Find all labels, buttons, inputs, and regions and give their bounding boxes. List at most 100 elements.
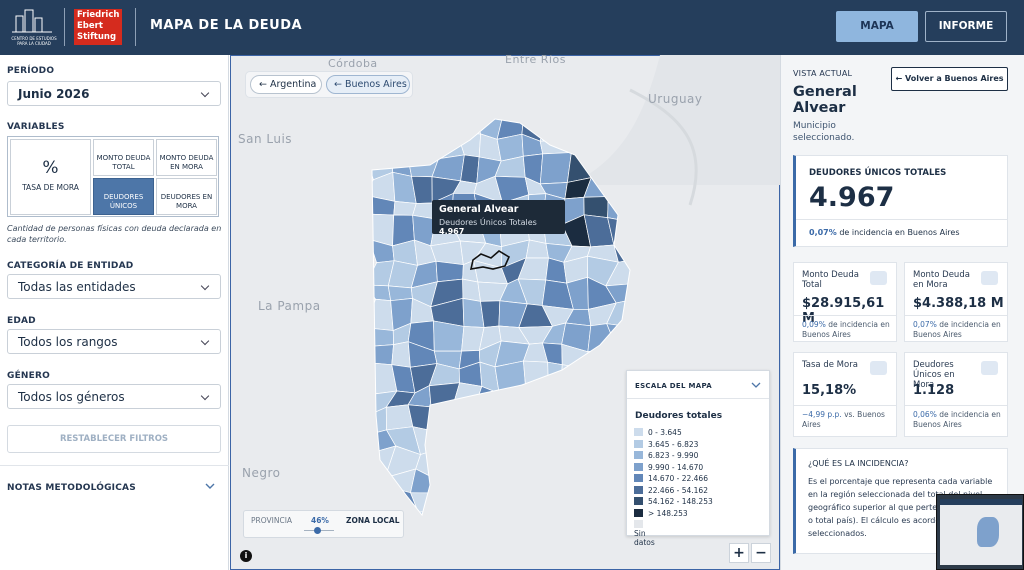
legend-item: 14.670 - 22.466 (634, 474, 708, 483)
slider-thumb[interactable] (314, 527, 321, 534)
metric-value: 1.128 (913, 383, 955, 398)
metric-note-text: de incidencia en Buenos Aires (913, 410, 1001, 429)
breadcrumbs: ← Argentina ← Buenos Aires (245, 71, 413, 98)
filter-select[interactable]: Todos los rangos (7, 329, 221, 354)
tooltip-value: 4.967 (439, 227, 465, 236)
metric-pct: 0,09% (802, 320, 826, 329)
nav-report[interactable]: INFORME (925, 11, 1007, 42)
percent-icon: % (42, 157, 59, 178)
legend-swatch (634, 439, 643, 448)
metric-card: Deudores Únicos en Mora 1.128 0,06% de inc… (904, 352, 1008, 437)
legend-swatch (634, 474, 643, 482)
municipality[interactable] (435, 260, 464, 283)
zoom-out[interactable]: − (751, 543, 771, 563)
municipality[interactable] (393, 200, 417, 216)
metric-icon (981, 361, 998, 375)
legend-item: 0 - 3.645 (634, 428, 682, 437)
filter-select[interactable]: Todos los géneros (7, 384, 221, 409)
breadcrumb-current[interactable]: ← Buenos Aires (326, 75, 410, 94)
variable-option[interactable]: MONTO DEUDA EN MORA (156, 139, 217, 176)
metric-divider (905, 315, 1007, 316)
back-button[interactable]: ← Volver a Buenos Aires (891, 67, 1008, 91)
legend-item: 3.645 - 6.823 (634, 439, 698, 449)
header: CENTRO DE ESTUDIOS PARA LA CIUDAD Friedr… (0, 0, 1024, 55)
filter-label: EDAD (7, 316, 36, 326)
selected-kind: Municipio seleccionado. (793, 121, 855, 143)
legend-item: 9.990 - 14.670 (634, 462, 704, 472)
breadcrumb[interactable]: ← Argentina (250, 75, 322, 94)
legend-toggle[interactable]: ESCALA DEL MAPA (635, 382, 712, 390)
partner-word: Stiftung (77, 32, 117, 42)
legend-label: > 148.253 (648, 508, 688, 518)
filter-select[interactable]: Todas las entidades (7, 274, 221, 299)
legend-item: > 148.253 (634, 508, 688, 518)
main-metric-label: DEUDORES ÚNICOS TOTALES (809, 168, 947, 178)
municipality[interactable] (433, 320, 465, 352)
legend-label: 0 - 3.645 (648, 428, 682, 437)
municipality[interactable] (583, 196, 609, 219)
filter-label: GÉNERO (7, 371, 50, 381)
zoom-level-slider[interactable]: PROVINCIA 46% ZONA LOCAL (243, 510, 404, 538)
zoom-in[interactable]: + (729, 543, 749, 563)
metric-title: Tasa de Mora (802, 360, 858, 370)
logo-text: CENTRO DE ESTUDIOS PARA LA CIUDAD (11, 36, 57, 46)
metric-note-text: vs. Buenos Aires (802, 410, 885, 429)
legend-item: 6.823 - 9.990 (634, 451, 698, 460)
map[interactable]: Córdoba Entre Ríos Uruguay San Luis La P… (230, 55, 780, 570)
municipality[interactable] (391, 341, 411, 368)
main-metric-pct: 0,07% (809, 228, 837, 237)
legend-swatch (634, 462, 643, 471)
map-tooltip: General Alvear Deudores Únicos Totales 4… (432, 200, 565, 236)
variable-option[interactable]: MONTO DEUDA TOTAL (93, 139, 154, 176)
municipality[interactable] (480, 300, 501, 328)
legend-label: 14.670 - 22.466 (648, 474, 708, 483)
breadcrumb-text: Buenos Aires (344, 79, 407, 90)
legend-swatch (634, 485, 643, 494)
selected-municipality[interactable] (469, 250, 511, 270)
metric-note: 0,09% de incidencia en Buenos Aires (802, 320, 894, 340)
legend-label: 6.823 - 9.990 (648, 451, 699, 460)
legend-label: 9.990 - 14.670 (648, 462, 704, 472)
partner-logo: Friedrich Ebert Stiftung (74, 9, 122, 45)
place-label: San Luis (238, 132, 292, 146)
chevron (751, 382, 761, 388)
tooltip-title: General Alvear (439, 204, 519, 215)
partner-word: Friedrich (77, 10, 120, 20)
incidence-title: ¿QUÉ ES LA INCIDENCIA? (808, 459, 909, 468)
metric-title: Deudores Únicos en Mora (913, 360, 955, 391)
slider-left-label: PROVINCIA (251, 516, 293, 525)
filter-label: CATEGORÍA DE ENTIDAD (7, 261, 134, 271)
thumbnail-overlay (936, 494, 1024, 570)
main-metric-note: de incidencia en Buenos Aires (839, 228, 960, 237)
legend-item: 54.162 - 148.253 (634, 497, 713, 506)
metric-card: Tasa de Mora 15,18% −4,99 p.p. vs. Buenos … (793, 352, 897, 437)
municipality[interactable] (539, 152, 572, 185)
slider-value: 46% (311, 516, 329, 525)
legend-swatch (634, 428, 643, 436)
main-metric-card: DEUDORES ÚNICOS TOTALES 4.967 0,07% de i… (793, 155, 1008, 247)
partner-word: Ebert (77, 21, 103, 31)
variable-option[interactable]: % TASA DE MORA (10, 139, 91, 215)
variable-label: TASA DE MORA (22, 183, 79, 193)
nav-map[interactable]: MAPA (836, 11, 918, 42)
period-select[interactable]: Junio 2026 (7, 81, 221, 106)
variables-box: % TASA DE MORA MONTO DEUDA TOTAL MONTO D… (7, 136, 219, 217)
variable-option[interactable]: DEUDORES EN MORA (156, 178, 217, 215)
metric-note: 0,06% de incidencia en Buenos Aires (913, 410, 1005, 430)
main-metric-value: 4.967 (809, 182, 895, 213)
metric-title: Monto Deuda en Mora (913, 270, 970, 291)
info-button[interactable]: i (240, 550, 252, 562)
incidence-text: Es el porcentaje que representa cada var… (808, 477, 999, 538)
metric-note-text: de incidencia en Buenos Aires (802, 320, 890, 339)
metric-divider (794, 315, 896, 316)
period-label: PERÍODO (7, 66, 55, 76)
variable-option-selected[interactable]: DEUDORES ÚNICOS (93, 178, 154, 215)
metric-divider (905, 405, 1007, 406)
notes-toggle[interactable]: NOTAS METODOLÓGICAS (7, 483, 136, 493)
reset-button[interactable]: RESTABLECER FILTROS (7, 425, 221, 453)
legend-item: 22.466 - 54.162 (634, 485, 708, 495)
metric-icon (870, 361, 887, 375)
selected-name: General Alvear (793, 84, 857, 116)
metric-pct: −4,99 p.p. (802, 410, 842, 419)
